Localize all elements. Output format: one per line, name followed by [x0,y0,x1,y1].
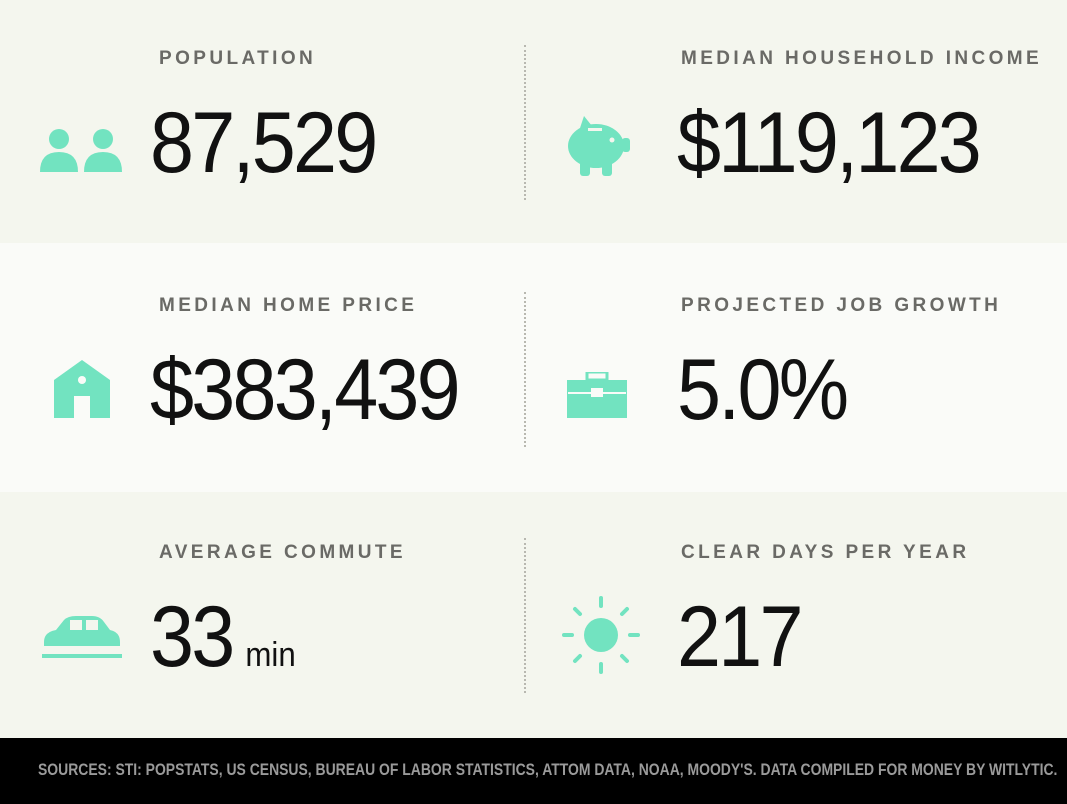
divider [524,538,526,693]
stat-value: 33 min [150,594,296,680]
stat-unit: min [245,636,296,674]
stat-label: MEDIAN HOUSEHOLD INCOME [681,48,1043,69]
sources: SOURCES: STI: POPSTATS, US CENSUS, BUREA… [38,760,1058,779]
sun-icon [562,596,640,674]
people-icon [40,129,122,172]
stat-number: 33 [150,589,235,685]
car-icon [42,616,122,658]
footer: SOURCES: STI: POPSTATS, US CENSUS, BUREA… [0,738,1067,804]
briefcase-icon [567,372,627,418]
stat-label: CLEAR DAYS PER YEAR [681,542,970,563]
row-background [0,243,1067,492]
stat-value: 5.0% [677,342,849,438]
stat-value: $119,123 [677,95,982,191]
stat-label: PROJECTED JOB GROWTH [681,295,1002,316]
row-background [0,0,1067,243]
house-icon [54,360,110,418]
stat-value: 217 [677,589,803,685]
divider [524,292,526,447]
piggy-bank-icon [568,116,630,176]
divider [524,45,526,200]
stat-value: $383,439 [150,342,461,438]
stat-label: AVERAGE COMMUTE [159,542,406,563]
stat-value: 87,529 [150,95,378,191]
row-background [0,492,1067,738]
stat-label: MEDIAN HOME PRICE [159,295,418,316]
stat-label: POPULATION [159,48,317,69]
